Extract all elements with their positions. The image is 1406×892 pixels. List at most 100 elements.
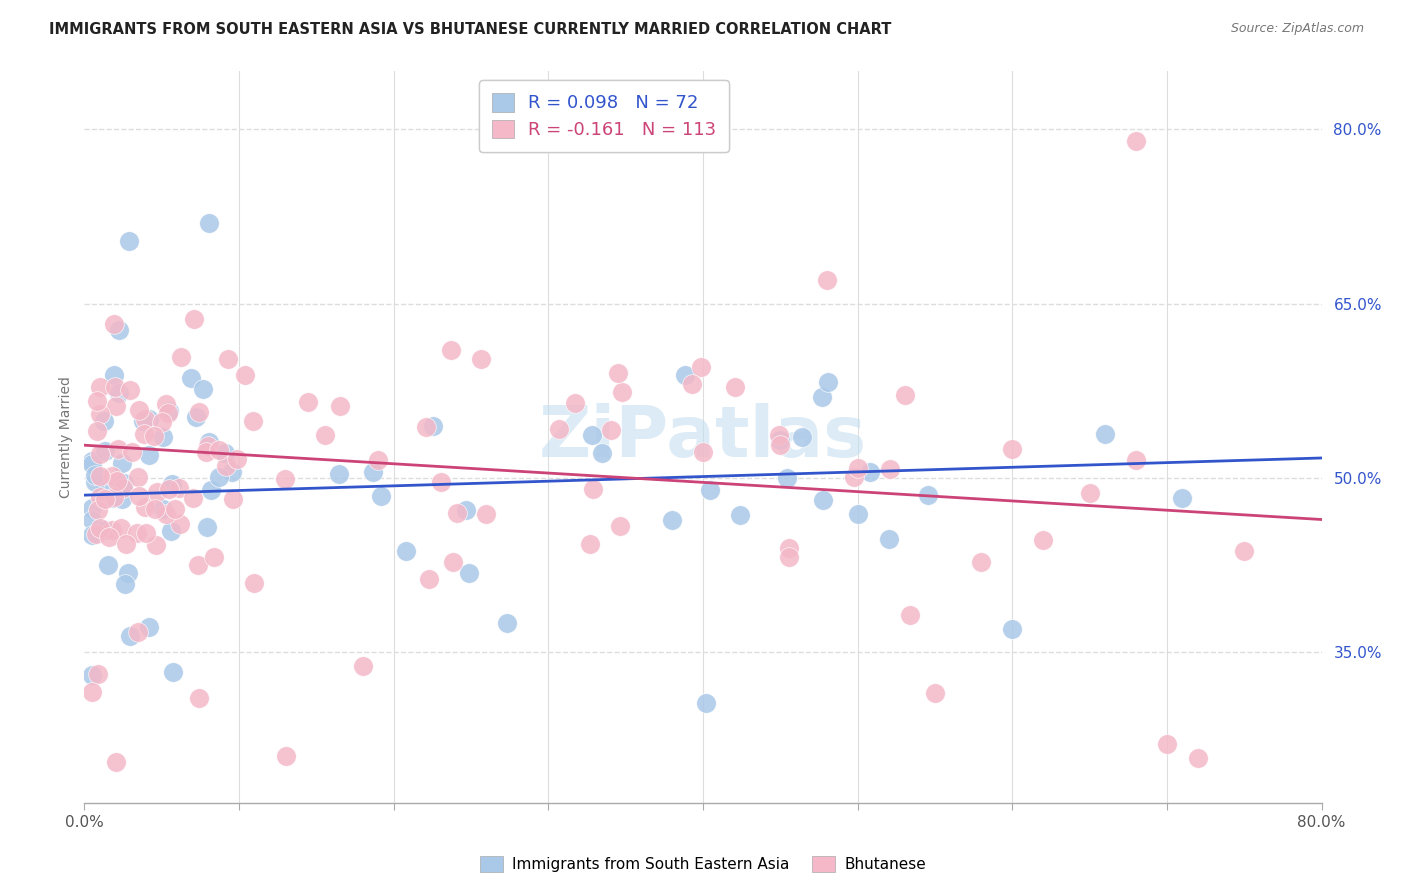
- Point: [103, 490, 125, 504]
- Text: IMMIGRANTS FROM SOUTH EASTERN ASIA VS BHUTANESE CURRENTLY MARRIED CORRELATION CH: IMMIGRANTS FROM SOUTH EASTERN ASIA VS BH…: [49, 22, 891, 37]
- Point: [202, 549, 225, 564]
- Point: [84, 468, 107, 483]
- Point: [198, 216, 221, 230]
- Point: [859, 466, 882, 480]
- Point: [180, 370, 202, 384]
- Point: [82, 685, 104, 699]
- Point: [297, 395, 319, 409]
- Point: [138, 448, 160, 462]
- Text: ZiPatlas: ZiPatlas: [538, 402, 868, 472]
- Point: [89, 447, 111, 461]
- Point: [94, 523, 117, 537]
- Point: [112, 476, 135, 491]
- Point: [87, 503, 110, 517]
- Point: [104, 755, 127, 769]
- Point: [87, 666, 110, 681]
- Point: [157, 483, 180, 497]
- Point: [135, 526, 157, 541]
- Point: [581, 428, 603, 442]
- Point: [184, 409, 207, 424]
- Point: [778, 541, 800, 555]
- Point: [103, 318, 125, 332]
- Point: [145, 538, 167, 552]
- Point: [146, 485, 169, 500]
- Point: [131, 415, 153, 429]
- Point: [89, 379, 111, 393]
- Point: [769, 433, 792, 447]
- Point: [118, 234, 141, 248]
- Point: [170, 350, 193, 364]
- Point: [143, 501, 166, 516]
- Point: [198, 435, 221, 450]
- Point: [98, 530, 121, 544]
- Point: [89, 408, 111, 422]
- Point: [138, 620, 160, 634]
- Point: [82, 500, 104, 515]
- Point: [94, 482, 117, 496]
- Point: [138, 411, 160, 425]
- Point: [191, 382, 214, 396]
- Point: [134, 412, 156, 426]
- Point: [314, 428, 336, 442]
- Point: [82, 513, 104, 527]
- Point: [1233, 544, 1256, 558]
- Point: [108, 323, 131, 337]
- Point: [127, 625, 149, 640]
- Point: [441, 555, 464, 569]
- Point: [233, 368, 256, 383]
- Point: [107, 442, 129, 456]
- Point: [195, 520, 218, 534]
- Point: [724, 379, 747, 393]
- Point: [768, 427, 790, 442]
- Point: [470, 352, 492, 367]
- Point: [183, 312, 205, 326]
- Point: [111, 481, 134, 495]
- Point: [84, 475, 107, 489]
- Point: [1001, 442, 1024, 457]
- Point: [221, 465, 243, 479]
- Legend: Immigrants from South Eastern Asia, Bhutanese: Immigrants from South Eastern Asia, Bhut…: [472, 848, 934, 880]
- Point: [475, 508, 498, 522]
- Point: [107, 385, 129, 400]
- Point: [699, 483, 721, 497]
- Point: [844, 469, 866, 483]
- Point: [440, 343, 463, 357]
- Point: [810, 390, 832, 404]
- Point: [673, 368, 696, 382]
- Point: [89, 521, 111, 535]
- Point: [200, 483, 222, 497]
- Text: Source: ZipAtlas.com: Source: ZipAtlas.com: [1230, 22, 1364, 36]
- Point: [606, 366, 628, 380]
- Point: [89, 491, 111, 505]
- Point: [422, 419, 444, 434]
- Point: [367, 452, 389, 467]
- Point: [776, 471, 799, 485]
- Point: [167, 481, 190, 495]
- Point: [169, 516, 191, 531]
- Point: [430, 475, 453, 489]
- Point: [208, 469, 231, 483]
- Point: [1001, 622, 1024, 636]
- Point: [195, 445, 218, 459]
- Point: [370, 489, 392, 503]
- Point: [273, 472, 295, 486]
- Point: [1032, 533, 1054, 547]
- Point: [893, 388, 915, 402]
- Point: [160, 477, 183, 491]
- Point: [454, 503, 477, 517]
- Point: [1094, 427, 1116, 442]
- Point: [157, 403, 180, 417]
- Point: [134, 427, 156, 442]
- Point: [222, 491, 245, 506]
- Point: [82, 453, 104, 467]
- Legend: R = 0.098   N = 72, R = -0.161   N = 113: R = 0.098 N = 72, R = -0.161 N = 113: [479, 80, 728, 152]
- Point: [188, 690, 211, 705]
- Point: [457, 566, 479, 581]
- Point: [82, 457, 104, 471]
- Point: [127, 469, 149, 483]
- Point: [600, 423, 623, 437]
- Point: [769, 438, 792, 452]
- Point: [89, 469, 111, 483]
- Point: [86, 424, 108, 438]
- Point: [276, 749, 298, 764]
